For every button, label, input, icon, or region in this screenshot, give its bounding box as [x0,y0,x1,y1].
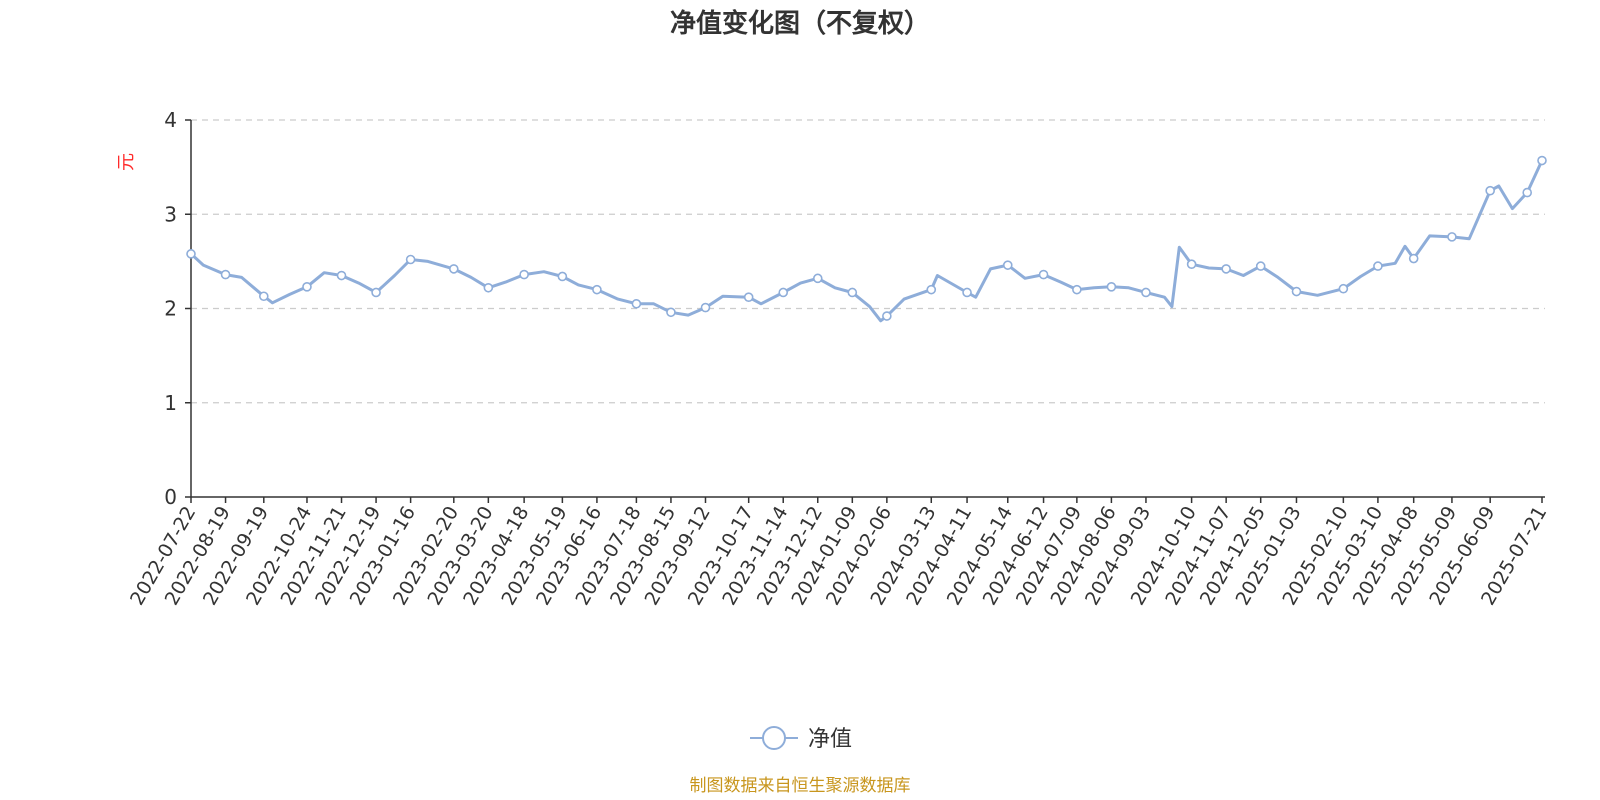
data-point-marker [302,282,312,292]
y-tick-label: 4 [164,108,177,132]
x-axis-ticks: 2022-07-222022-08-192022-09-192022-10-24… [126,497,1551,609]
data-source-note: 制图数据来自恒生聚源数据库 [690,776,911,796]
data-point-marker [1106,282,1117,292]
data-point-marker [1072,284,1082,295]
data-point-marker [1141,287,1151,298]
data-point-marker [1447,232,1457,242]
data-point-marker [1485,185,1495,196]
series-layer [189,159,1544,323]
data-point-marker [448,264,459,274]
data-point-marker [519,269,529,280]
data-point-marker [1186,259,1197,270]
data-point-marker [1255,261,1266,271]
data-point-marker [336,270,347,281]
y-tick-label: 1 [164,391,177,415]
data-point-marker [882,311,892,321]
data-point-marker [186,249,196,259]
legend-label: 净值 [808,727,852,752]
data-point-marker [1338,283,1349,294]
grid-lines [191,119,1545,404]
y-axis-label: 元 [116,153,137,171]
data-point-marker [778,287,789,298]
y-tick-label: 0 [164,485,177,509]
data-point-marker [1002,260,1013,270]
data-point-marker [700,302,711,313]
data-point-marker [592,284,602,295]
data-point-marker [743,292,754,302]
data-point-marker [405,254,416,265]
data-point-marker [631,298,642,309]
data-point-marker [1537,155,1547,166]
data-point-marker [1038,269,1049,280]
data-point-marker [812,273,823,284]
data-point-marker [962,287,972,298]
data-point-marker [220,269,231,280]
data-point-marker [1373,261,1383,271]
data-point-marker [1408,253,1419,264]
data-point-marker [926,284,937,295]
data-point-marker [483,282,494,293]
marker-layer [186,155,1547,321]
data-point-marker [1522,187,1532,198]
data-point-marker [847,287,858,298]
legend[interactable]: 净值 [750,726,852,752]
series-line-nav [189,159,1544,323]
y-tick-label: 2 [164,297,177,321]
y-axis-ticks: 0 1 2 3 4 [164,108,191,509]
legend-circle-icon [762,726,786,750]
chart-title: 净值变化图（不复权） [670,8,930,39]
data-point-marker [258,291,269,302]
data-point-marker [1221,264,1231,274]
data-point-marker [1291,286,1302,297]
y-tick-label: 3 [164,202,177,226]
data-point-marker [666,307,676,318]
data-point-marker [557,271,568,282]
data-point-marker [371,287,381,298]
